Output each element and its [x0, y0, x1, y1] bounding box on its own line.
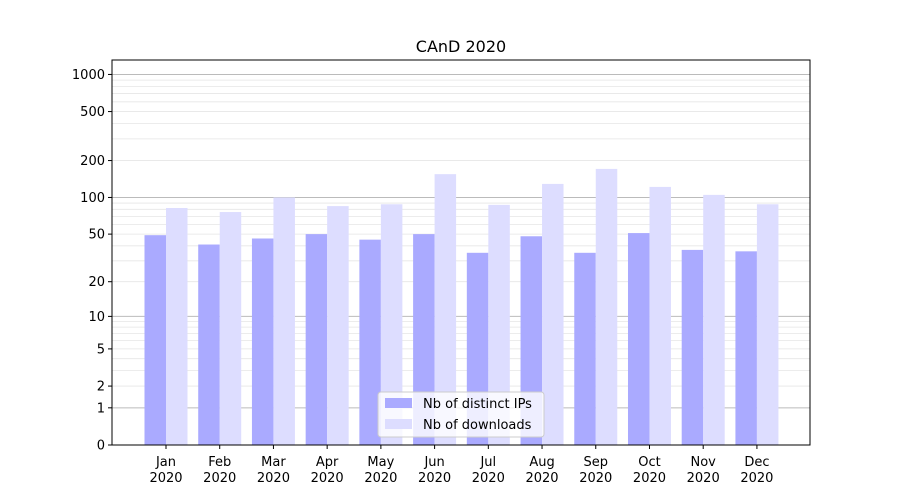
bar-distinct-ips: [305, 234, 328, 445]
y-tick-label: 5: [97, 342, 105, 357]
x-axis: Jan 2020 Feb 2020 Mar 2020 Apr 2020 May 2020 Jun 20…: [149, 445, 773, 486]
x-tick-label: Jul 2020: [472, 455, 505, 486]
x-tick-label: Apr 2020: [311, 455, 344, 486]
bar-downloads: [542, 183, 564, 446]
y-tick-label: 0: [97, 439, 105, 454]
y-axis: 0 1 2 5 10 20 50 100 200 500 1000: [72, 68, 112, 454]
legend-label-downloads: Nb of downloads: [423, 418, 532, 433]
bars: [144, 168, 779, 446]
x-tick-label: Nov 2020: [687, 455, 720, 486]
y-tick-label: 50: [88, 228, 105, 243]
y-tick-label: 500: [80, 105, 105, 120]
x-tick-label: Jan 2020: [149, 455, 182, 486]
bar-downloads: [595, 168, 618, 445]
y-tick-label: 100: [80, 191, 105, 206]
x-tick-label: Aug 2020: [525, 455, 558, 486]
bar-distinct-ips: [574, 252, 596, 445]
y-tick-label: 200: [80, 154, 105, 169]
bar-downloads: [166, 207, 188, 445]
bar-distinct-ips: [198, 244, 220, 445]
y-tick-label: 20: [88, 275, 105, 290]
bar-downloads: [380, 204, 403, 445]
bar-distinct-ips: [251, 238, 274, 445]
x-tick-label: May 2020: [364, 455, 397, 486]
bar-downloads: [649, 186, 671, 445]
bar-downloads: [219, 212, 242, 445]
legend-swatch-ips: [385, 398, 412, 408]
bar-downloads: [703, 194, 725, 445]
plot-frame: [111, 59, 811, 446]
bar-distinct-ips: [359, 239, 381, 445]
x-tick-label: Oct 2020: [633, 455, 666, 486]
y-tick-label: 2: [97, 380, 105, 395]
bar-downloads: [434, 174, 457, 445]
bar-distinct-ips: [735, 251, 757, 445]
x-tick-label: Feb 2020: [203, 455, 236, 486]
bar-downloads: [273, 197, 295, 445]
x-tick-label: Mar 2020: [257, 455, 290, 486]
bar-distinct-ips: [144, 235, 166, 445]
bar-distinct-ips: [627, 233, 650, 445]
legend-label-ips: Nb of distinct IPs: [423, 397, 532, 412]
legend: Nb of distinct IPs Nb of downloads: [377, 391, 545, 438]
x-tick-label: Dec 2020: [740, 455, 773, 486]
legend-swatch-downloads: [385, 419, 412, 429]
bar-downloads: [327, 206, 349, 445]
x-tick-label: Jun 2020: [418, 455, 451, 486]
x-tick-label: Sep 2020: [579, 455, 612, 486]
bar-distinct-ips: [681, 249, 704, 445]
y-tick-label: 1: [97, 401, 105, 416]
y-tick-label: 10: [88, 310, 105, 325]
bar-downloads: [756, 204, 779, 445]
chart-title: CAnD 2020: [416, 37, 506, 56]
legend-frame: [377, 391, 545, 438]
bar-downloads: [488, 204, 510, 445]
y-tick-label: 1000: [72, 68, 105, 83]
